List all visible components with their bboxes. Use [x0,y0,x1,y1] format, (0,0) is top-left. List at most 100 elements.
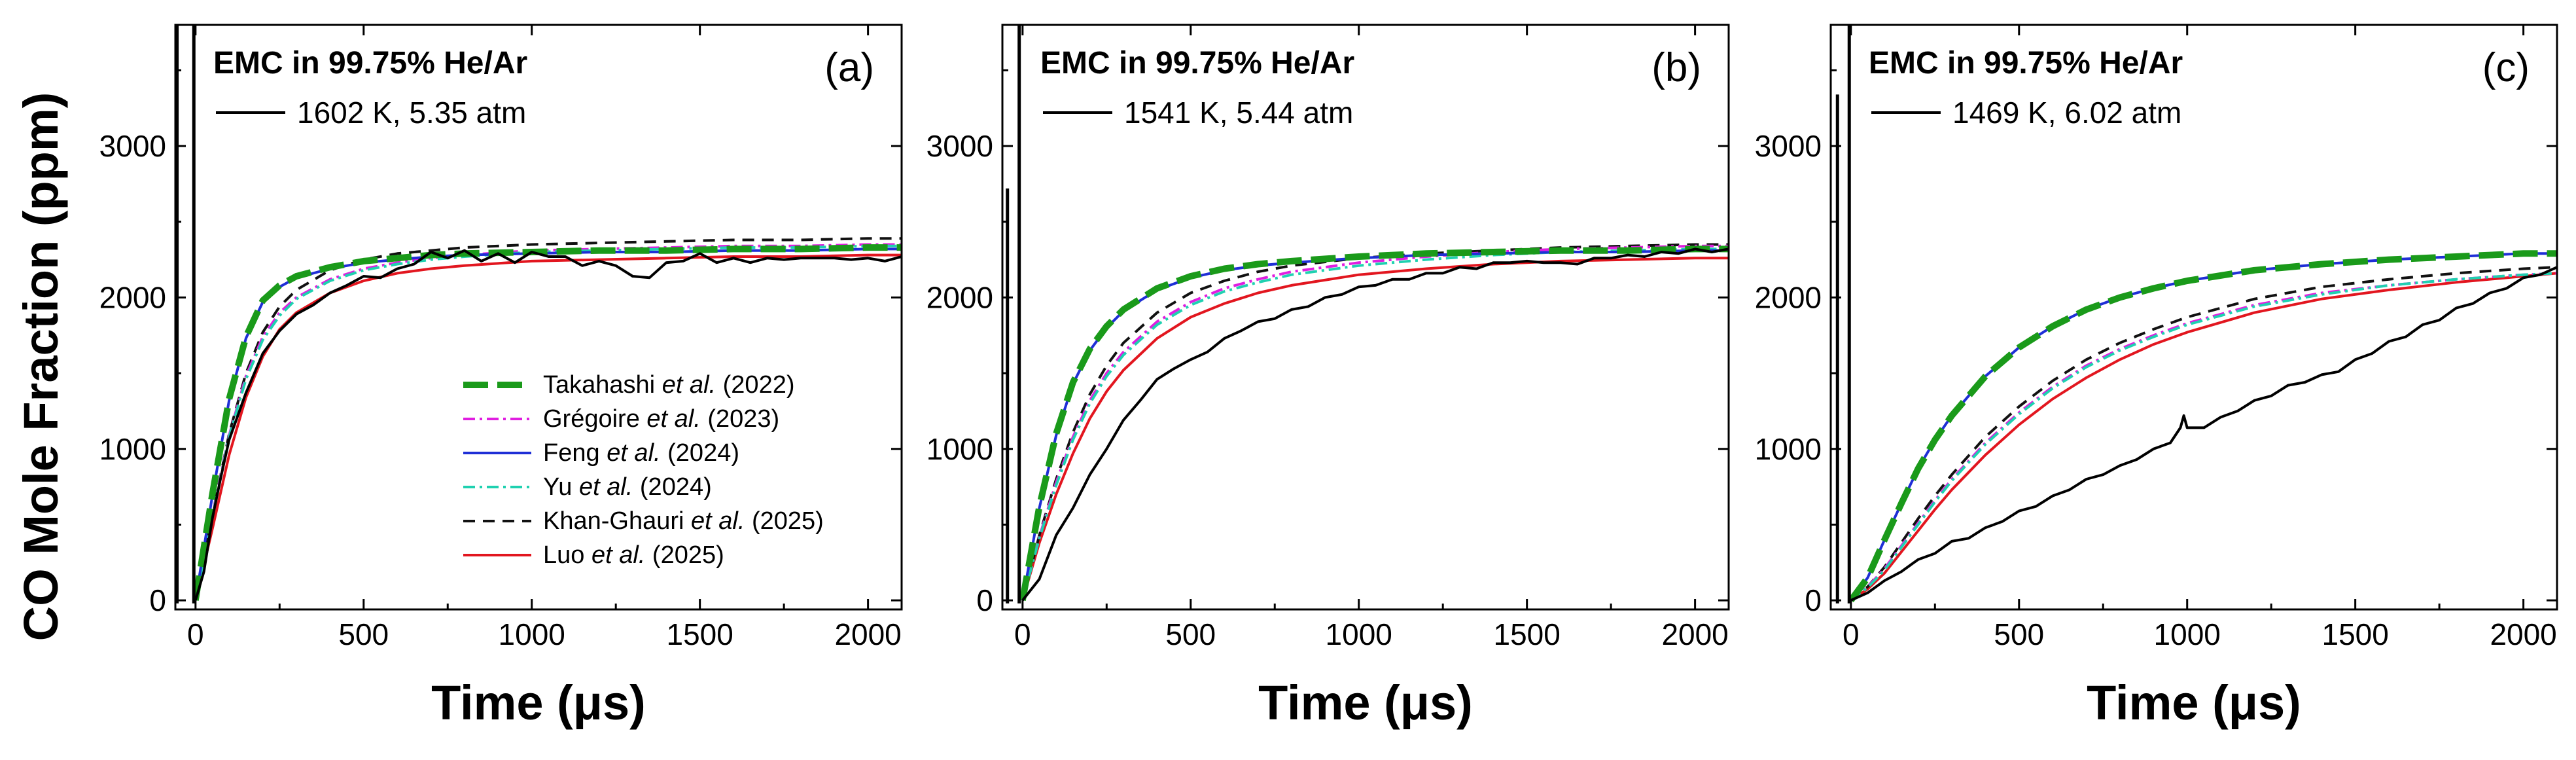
legend-space [572,473,579,501]
figure-layer: CO Mole Fraction (ppm) [14,92,68,642]
y-tick-label: 3000 [99,129,166,163]
x-tick-label: 1500 [2321,617,2388,651]
legend-year: (2025) [752,507,824,535]
legend-space [745,507,752,535]
legend-space [655,371,662,399]
y-tick-label: 2000 [1755,280,1822,314]
legend-author: Yu [543,473,572,501]
panel-label: (c) [2482,45,2530,90]
legend-space [716,371,723,399]
x-axis-title: Time (μs) [1258,676,1473,730]
legend-etal: et al. [646,405,700,433]
legend-year: (2024) [667,439,739,467]
experiment-trace [1850,266,2557,602]
series-line-1 [192,244,902,601]
y-tick-label: 1000 [1755,432,1822,466]
legend-year: (2025) [652,541,724,569]
plot-frame [1001,24,1730,611]
panels: 0 500 1000 1500 2000 0 1000 2000 3000 EMC in 99.7… [99,24,2558,730]
legend-year: (2022) [723,371,795,399]
panel-condition: 1602 K, 5.35 atm [297,96,526,130]
legend-space [684,507,691,535]
legend-year: (2024) [640,473,712,501]
legend-space [600,439,607,467]
panel-title: EMC in 99.75% He/Ar [213,46,527,81]
legend-space [633,473,640,501]
legend-author: Takahashi [543,371,655,399]
y-tick-label: 3000 [926,129,993,163]
y-tick-label: 3000 [1755,129,1822,163]
series-line-5 [1021,243,1729,601]
x-tick-label: 0 [1843,617,1860,651]
panel-condition: 1541 K, 5.44 atm [1124,96,1353,130]
panel-title: EMC in 99.75% He/Ar [1040,46,1354,81]
legend-year: (2023) [707,405,779,433]
series-line-2 [1021,244,1729,601]
y-axis-title: CO Mole Fraction (ppm) [14,92,68,642]
legend-author: Khan-Ghauri [543,507,684,535]
series-line-6 [194,253,902,601]
x-tick-label: 1000 [1326,617,1392,651]
chart-panel-1: 0 500 1000 1500 2000 0 1000 2000 3000 EMC in 99.7… [99,24,903,730]
x-tick-label: 1000 [499,617,565,651]
chart-panel-2: 0 500 1000 1500 2000 0 1000 2000 3000 EMC in 99.7… [926,24,1730,730]
x-tick-label: 1500 [666,617,733,651]
legend-label-2: Grégoire et al. (2023) [543,405,779,433]
y-tick-label: 2000 [926,280,993,314]
chart-panel-3: 0 500 1000 1500 2000 0 1000 2000 3000 EMC in 99.7… [1755,24,2558,730]
legend-space [584,541,591,569]
legend-space [661,439,668,467]
series-group [1835,25,2557,604]
x-axis-title: Time (μs) [431,676,646,730]
x-tick-label: 500 [1165,617,1216,651]
x-tick-label: 500 [1994,617,2044,651]
panel-label: (b) [1651,45,1701,90]
panel-title: EMC in 99.75% He/Ar [1869,46,2183,81]
legend-author: Luo [543,541,584,569]
experiment-trace [1021,247,1729,602]
panel-label: (a) [824,45,874,90]
x-tick-label: 2000 [834,617,901,651]
y-tick-label: 2000 [99,280,166,314]
legend-label-3: Feng et al. (2024) [543,439,739,467]
series-line-2 [1850,272,2557,602]
legend-label-1: Takahashi et al. (2022) [543,371,794,399]
plot-frame [174,24,903,611]
y-tick-label: 0 [1805,583,1822,617]
plot-frame [1829,24,2558,611]
legend: Takahashi et al. (2022) Grégoire et al. (… [463,371,824,569]
series-line-6 [1850,272,2557,602]
series-line-1 [1848,250,2557,603]
series-line-4 [1021,247,1729,601]
x-tick-label: 0 [187,617,204,651]
y-tick-label: 0 [976,583,993,617]
x-tick-label: 1000 [2154,617,2221,651]
legend-space [640,405,647,433]
series-line-4 [194,244,902,601]
x-tick-label: 2000 [2490,617,2556,651]
legend-space [645,541,652,569]
x-tick-label: 500 [338,617,389,651]
series-group [175,25,902,604]
experiment-trace [194,249,902,601]
legend-etal: et al. [591,541,645,569]
y-tick-label: 0 [149,583,166,617]
x-tick-label: 0 [1014,617,1031,651]
legend-etal: et al. [607,439,660,467]
legend-author: Grégoire [543,405,640,433]
legend-etal: et al. [579,473,633,501]
series-line-5 [1850,266,2557,602]
x-axis-title: Time (μs) [2087,676,2301,730]
series-line-4 [1850,272,2557,602]
series-group [1006,25,1729,604]
legend-etal: et al. [662,371,716,399]
legend-label-4: Yu et al. (2024) [543,473,712,501]
x-tick-label: 2000 [1661,617,1728,651]
x-tick-label: 1500 [1493,617,1560,651]
legend-space [701,405,708,433]
legend-etal: et al. [691,507,745,535]
series-line-1 [1019,245,1729,601]
legend-label-6: Luo et al. (2025) [543,541,724,569]
series-line-6 [1021,257,1729,601]
